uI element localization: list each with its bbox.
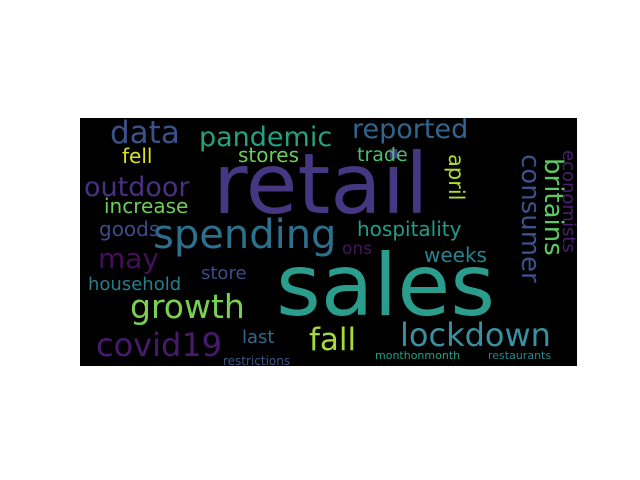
word-fell: fell [122,144,153,168]
word-cloud-canvas: retail sales spending lockdown covid19 growth… [80,118,577,366]
word-goods: goods [99,217,160,241]
word-fall: fall [309,322,357,358]
word-reported: reported [352,118,469,145]
word-restrictions: restrictions [223,354,291,366]
word-last: last [242,327,275,348]
word-ons: ons [342,239,373,259]
word-weeks: weeks [424,243,487,267]
word-covid19: covid19 [96,326,223,364]
word-store: store [201,263,247,284]
word-outdoor: outdoor [84,172,190,203]
word-stores: stores [238,143,300,167]
word-sales: sales [276,236,496,336]
word-retail: retail [213,135,429,233]
word-growth: growth [130,287,245,326]
word-increase: increase [104,194,189,218]
word-data: data [110,118,180,151]
word-april: april [444,154,468,201]
word-may: may [98,242,160,275]
word-spending: spending [153,212,337,258]
word-trade: trade [357,144,408,166]
word-monthonmonth: monthonmonth [375,349,461,362]
word-hospitality: hospitality [357,217,462,241]
word-lockdown: lockdown [400,316,551,354]
word-pandemic: pandemic [199,122,333,153]
word-restaurants: restaurants [488,349,552,362]
word-household: household [88,274,182,295]
word-economists: economists [558,150,577,253]
